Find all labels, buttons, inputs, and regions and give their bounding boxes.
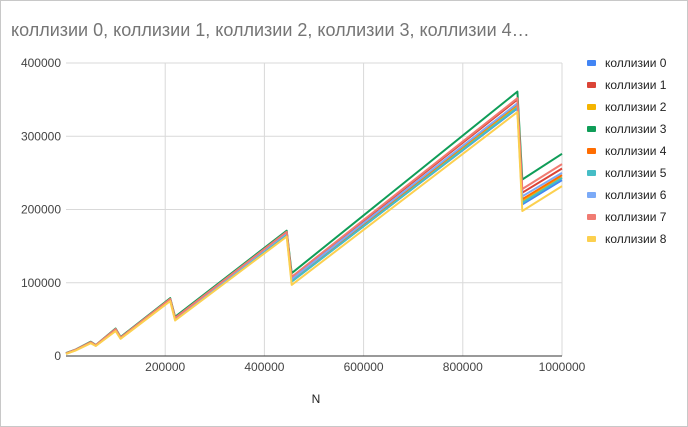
x-axis-title: N [312,392,321,406]
series-line-2 [65,105,563,355]
y-tick-label: 300000 [21,129,61,143]
legend-label-8: коллизии 8 [605,232,667,246]
y-tick-labels: 0 100000 200000 300000 400000 [21,56,61,363]
legend-swatch-4 [587,148,596,154]
legend-swatch-6 [587,192,596,198]
series-line-8 [65,111,563,355]
legend-label-7: коллизии 7 [605,210,667,224]
x-tick-label: 800000 [443,360,483,374]
series-line-0 [65,107,563,355]
legend: коллизии 0 коллизии 1 коллизии 2 коллизии 3… [587,56,667,246]
x-tick-label: 400000 [244,360,284,374]
legend-swatch-7 [587,214,596,220]
legend-label-6: коллизии 6 [605,188,667,202]
x-tick-label: 200000 [145,360,185,374]
legend-label-1: коллизии 1 [605,78,667,92]
legend-swatch-3 [587,126,596,132]
legend-label-3: коллизии 3 [605,122,667,136]
legend-swatch-2 [587,104,596,110]
legend-label-4: коллизии 4 [605,144,667,158]
legend-swatch-5 [587,170,596,176]
legend-label-5: коллизии 5 [605,166,667,180]
series-line-5 [65,106,563,355]
legend-swatch-8 [587,236,596,242]
series-line-1 [65,98,563,355]
legend-swatch-1 [587,82,596,88]
y-tick-label: 200000 [21,203,61,217]
y-tick-label: 400000 [21,56,61,70]
x-tick-label: 600000 [344,360,384,374]
series-line-6 [65,102,563,355]
y-tick-label: 100000 [21,276,61,290]
legend-swatch-0 [587,60,596,66]
series-lines [65,90,563,355]
chart-title: коллизии 0, коллизии 1, коллизии 2, колл… [11,20,530,40]
series-line-4 [65,103,563,355]
series-line-7 [65,97,563,355]
legend-label-0: коллизии 0 [605,56,667,70]
legend-label-2: коллизии 2 [605,100,667,114]
x-tick-labels: 200000 400000 600000 800000 1000000 [145,360,586,374]
x-tick-label: 1000000 [539,360,586,374]
gridlines [66,62,563,356]
y-tick-label: 0 [54,349,61,363]
